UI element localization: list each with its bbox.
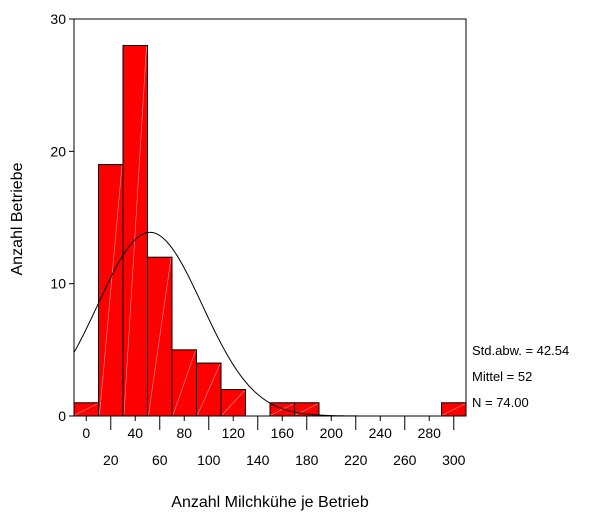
x-tick-label: 200: [320, 425, 344, 441]
y-axis-ticks: 0 10 20 30: [50, 11, 74, 424]
x-tick-label: 260: [393, 452, 417, 468]
histogram-bar: [171, 349, 197, 417]
x-tick-label: 100: [197, 452, 221, 468]
x-tick-label: 0: [82, 425, 90, 441]
plot-frame: [73, 18, 467, 417]
x-axis-title: Anzahl Milchkühe je Betrieb: [171, 494, 369, 511]
histogram-bars: [73, 44, 467, 417]
x-tick-label: 40: [127, 425, 143, 441]
y-axis-title: Anzahl Betriebe: [9, 162, 26, 275]
x-tick-label: 160: [271, 425, 295, 441]
x-tick-label: 240: [369, 425, 393, 441]
histogram-bar: [122, 44, 148, 417]
histogram-bar: [147, 256, 173, 417]
histogram-bar: [196, 362, 222, 417]
x-axis-ticks: 0 40 80 120 160 200 240 280 20 60 100 140 180 220 260 3…: [82, 416, 466, 468]
x-tick-label: 300: [442, 452, 466, 468]
x-tick-label: 80: [176, 425, 192, 441]
histogram-bar: [441, 402, 467, 417]
histogram-bar: [98, 164, 124, 417]
x-tick-label: 180: [295, 452, 319, 468]
x-tick-label: 280: [418, 425, 442, 441]
histogram-bar: [220, 389, 246, 417]
y-tick-label: 30: [50, 11, 66, 27]
stat-std-dev: Std.abw. = 42.54: [472, 343, 569, 358]
x-tick-label: 220: [344, 452, 368, 468]
y-tick-label: 0: [58, 408, 66, 424]
stat-mean: Mittel = 52: [472, 369, 532, 384]
y-tick-label: 10: [50, 276, 66, 292]
histogram-bar: [73, 402, 99, 417]
stat-n: N = 74.00: [472, 395, 529, 410]
x-tick-label: 20: [103, 452, 119, 468]
x-tick-label: 120: [222, 425, 246, 441]
x-tick-label: 140: [246, 452, 270, 468]
y-tick-label: 20: [50, 143, 66, 159]
x-tick-label: 60: [152, 452, 168, 468]
